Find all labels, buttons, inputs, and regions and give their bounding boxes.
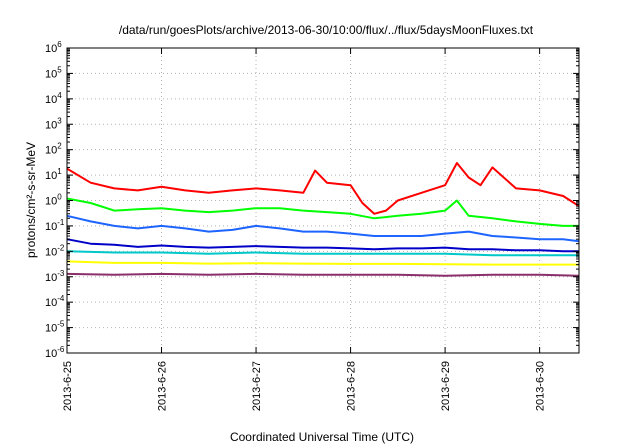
x-tick-label: 2013-6-30 bbox=[535, 361, 547, 411]
series-line-2 bbox=[66, 197, 579, 227]
x-axis-label: Coordinated Universal Time (UTC) bbox=[230, 430, 414, 444]
y-tick-label: 10-1 bbox=[45, 218, 65, 233]
series-line-5 bbox=[66, 250, 579, 257]
y-tick-label: 106 bbox=[45, 40, 62, 55]
x-tick-label: 2013-6-25 bbox=[62, 361, 74, 411]
y-tick-label: 10-2 bbox=[45, 243, 65, 258]
series-lines bbox=[66, 162, 580, 277]
x-tick-label: 2013-6-27 bbox=[251, 361, 263, 411]
series-line-6 bbox=[66, 260, 579, 266]
series-line-4 bbox=[66, 238, 579, 253]
grid bbox=[66, 47, 579, 354]
y-tick-label: 10-6 bbox=[45, 345, 65, 360]
series-line-7 bbox=[66, 272, 580, 277]
y-axis-label-text: protons/cm²-s-sr-MeV bbox=[24, 142, 38, 258]
y-tick-label: 10-3 bbox=[45, 269, 65, 284]
y-axis-label: protons/cm²-s-sr-MeV bbox=[24, 142, 38, 258]
y-tick-label: 102 bbox=[45, 142, 62, 157]
y-tick-label: 105 bbox=[45, 65, 62, 80]
y-tick-label: 100 bbox=[45, 193, 62, 208]
y-tick-label: 10-5 bbox=[45, 320, 65, 335]
plot-frame bbox=[66, 47, 580, 354]
series-line-3 bbox=[66, 214, 580, 243]
chart-title: /data/run/goesPlots/archive/2013-06-30/1… bbox=[119, 23, 534, 37]
x-tick-label: 2013-6-26 bbox=[157, 361, 169, 411]
y-tick-label: 104 bbox=[45, 91, 62, 106]
y-tick-label: 103 bbox=[45, 116, 62, 131]
x-tick-label: 2013-6-28 bbox=[346, 361, 358, 411]
y-tick-label: 10-4 bbox=[45, 294, 65, 309]
series-line-1 bbox=[66, 162, 580, 215]
y-tick-label: 101 bbox=[45, 167, 62, 182]
x-tick-label: 2013-6-29 bbox=[440, 361, 452, 411]
